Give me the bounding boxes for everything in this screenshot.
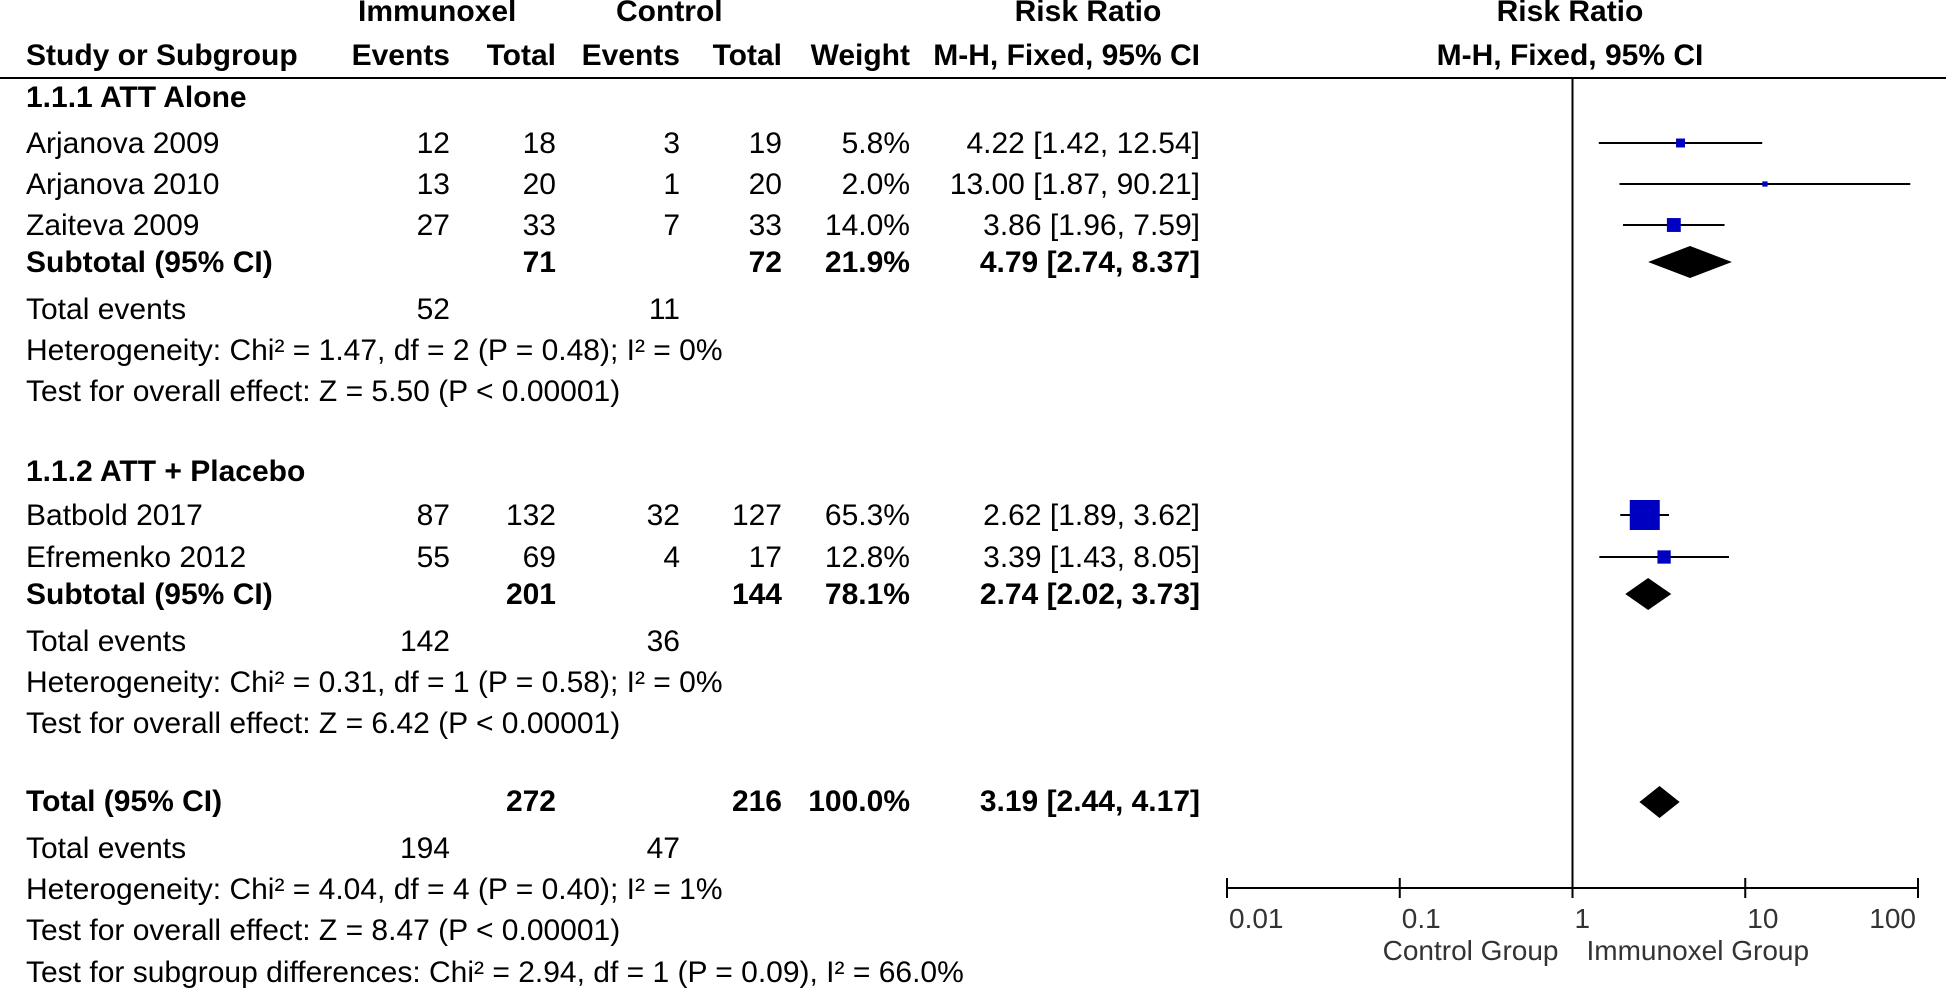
effect-column-subtitle: M-H, Fixed, 95% CI — [933, 39, 1200, 72]
total-events-a: 194 — [399, 832, 450, 865]
total-events-a: 52 — [416, 293, 450, 326]
total-events-b: 47 — [646, 832, 680, 865]
total-events-label: Total events — [26, 832, 187, 865]
weight: 2.0% — [841, 168, 910, 201]
x-tick-label: 1 — [1575, 903, 1591, 934]
risk-ratio-ci: 3.39 [1.43, 8.05] — [983, 541, 1200, 574]
plot-title: Risk Ratio — [1496, 0, 1644, 28]
weight: 14.0% — [824, 209, 910, 242]
study-name: Batbold 2017 — [26, 499, 203, 532]
total-events-label: Total events — [26, 293, 187, 326]
total-a-header: Total — [486, 39, 556, 72]
events-a: 13 — [416, 168, 450, 201]
subgroup-difference-text: Test for subgroup differences: Chi² = 2.… — [26, 956, 964, 989]
total-total-b: 216 — [731, 785, 782, 818]
subtotal-total-a: 71 — [522, 246, 556, 279]
weight-header: Weight — [810, 39, 910, 72]
x-tick-label: 100 — [1869, 903, 1916, 934]
total-ci: 3.19 [2.44, 4.17] — [979, 785, 1200, 818]
events-a: 12 — [416, 127, 450, 160]
events-b: 4 — [663, 541, 680, 574]
control-group-label: Control Group — [1383, 935, 1559, 966]
subtotal-label: Subtotal (95% CI) — [26, 578, 273, 611]
events-a: 87 — [416, 499, 450, 532]
subtotal-total-a: 201 — [505, 578, 556, 611]
heterogeneity-text: Heterogeneity: Chi² = 1.47, df = 2 (P = … — [26, 334, 723, 367]
risk-ratio-ci: 2.62 [1.89, 3.62] — [983, 499, 1200, 532]
immunoxel-group-label: Immunoxel Group — [1587, 935, 1810, 966]
study-marker — [1657, 550, 1671, 564]
total-b: 33 — [748, 209, 782, 242]
study-marker — [1762, 181, 1768, 187]
total-total-a: 272 — [505, 785, 556, 818]
total-a: 69 — [522, 541, 556, 574]
study-name: Zaiteva 2009 — [26, 209, 200, 242]
effect-column-title: Risk Ratio — [1014, 0, 1162, 28]
total-a: 18 — [522, 127, 556, 160]
x-tick-label: 10 — [1747, 903, 1778, 934]
heterogeneity-text: Heterogeneity: Chi² = 0.31, df = 1 (P = … — [26, 666, 723, 699]
x-tick-label: 0.01 — [1229, 903, 1284, 934]
subtotal-weight: 78.1% — [824, 578, 910, 611]
events-b: 32 — [646, 499, 680, 532]
study-marker — [1676, 138, 1685, 148]
total-a: 33 — [522, 209, 556, 242]
study-name: Arjanova 2010 — [26, 168, 220, 201]
pooled-diamond — [1639, 786, 1680, 818]
x-tick-label: 0.1 — [1402, 903, 1441, 934]
overall-effect-text: Test for overall effect: Z = 6.42 (P < 0… — [26, 707, 621, 740]
overall-effect-text: Test for overall effect: Z = 8.47 (P < 0… — [26, 914, 621, 947]
events-a-header: Events — [351, 39, 450, 72]
total-a: 132 — [505, 499, 556, 532]
heterogeneity-text: Heterogeneity: Chi² = 4.04, df = 4 (P = … — [26, 873, 723, 906]
pooled-diamond — [1625, 578, 1672, 610]
plot-subtitle: M-H, Fixed, 95% CI — [1436, 39, 1704, 72]
total-b-header: Total — [712, 39, 782, 72]
weight: 65.3% — [824, 499, 910, 532]
events-b-header: Events — [581, 39, 680, 72]
events-a: 55 — [416, 541, 450, 574]
subgroup-title: 1.1.2 ATT + Placebo — [26, 455, 306, 488]
events-b: 3 — [663, 127, 680, 160]
weight: 5.8% — [841, 127, 910, 160]
total-b: 20 — [748, 168, 782, 201]
risk-ratio-ci: 3.86 [1.96, 7.59] — [983, 209, 1200, 242]
risk-ratio-ci: 4.22 [1.42, 12.54] — [966, 127, 1200, 160]
total-weight: 100.0% — [808, 785, 910, 818]
subtotal-ci: 2.74 [2.02, 3.73] — [979, 578, 1200, 611]
subtotal-total-b: 72 — [748, 246, 782, 279]
total-a: 20 — [522, 168, 556, 201]
study-name: Arjanova 2009 — [26, 127, 220, 160]
subgroup-title: 1.1.1 ATT Alone — [26, 81, 247, 114]
pooled-diamond — [1648, 246, 1732, 278]
events-a: 27 — [416, 209, 450, 242]
subtotal-ci: 4.79 [2.74, 8.37] — [979, 246, 1200, 279]
study-marker — [1629, 500, 1660, 530]
total-b: 17 — [748, 541, 782, 574]
subtotal-label: Subtotal (95% CI) — [26, 246, 273, 279]
study-marker — [1666, 218, 1681, 232]
total-events-a: 142 — [399, 625, 450, 658]
events-b: 1 — [663, 168, 680, 201]
total-b: 127 — [731, 499, 782, 532]
total-events-label: Total events — [26, 625, 187, 658]
group-b-header: Control — [616, 0, 723, 28]
overall-effect-text: Test for overall effect: Z = 5.50 (P < 0… — [26, 375, 621, 408]
weight: 12.8% — [824, 541, 910, 574]
group-a-header: Immunoxel — [358, 0, 517, 28]
total-b: 19 — [748, 127, 782, 160]
events-b: 7 — [663, 209, 680, 242]
total-events-b: 11 — [648, 293, 680, 326]
total-label: Total (95% CI) — [26, 785, 223, 818]
subtotal-total-b: 144 — [731, 578, 782, 611]
study-name: Efremenko 2012 — [26, 541, 247, 574]
subtotal-weight: 21.9% — [824, 246, 910, 279]
study-column-header: Study or Subgroup — [26, 39, 298, 72]
total-events-b: 36 — [646, 625, 680, 658]
risk-ratio-ci: 13.00 [1.87, 90.21] — [949, 168, 1200, 201]
